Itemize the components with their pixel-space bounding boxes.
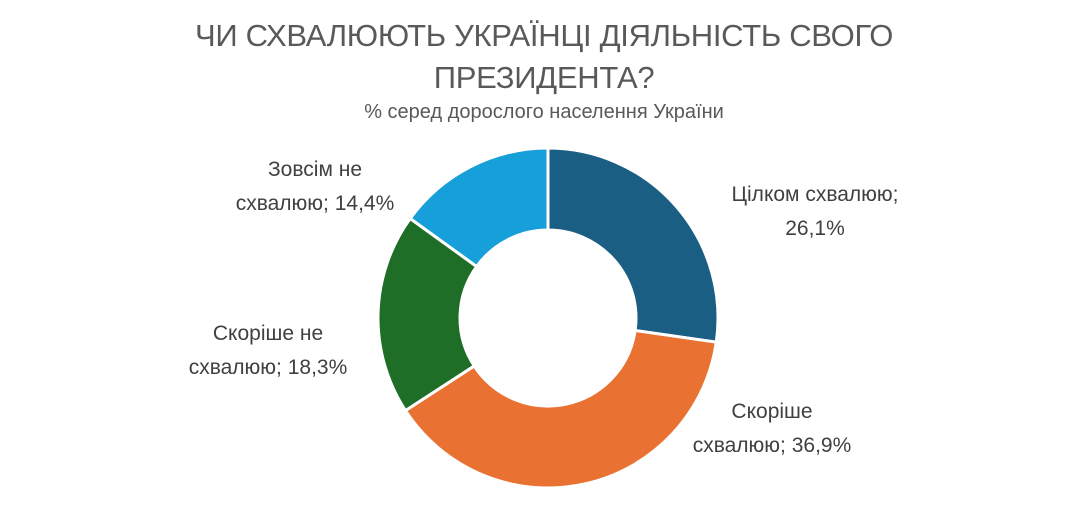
slice-rather-disapprove: [376, 216, 479, 413]
chart-title-line-1: ЧИ СХВАЛЮЮТЬ УКРАЇНЦІ ДІЯЛЬНІСТЬ СВОГО: [194, 18, 894, 53]
slice-fully-approve: [546, 146, 720, 344]
label-value: схвалюю; 18,3%: [188, 356, 348, 379]
label-line: Цілком схвалюю;: [731, 183, 899, 206]
label-value: схвалюю; 14,4%: [235, 192, 395, 215]
chart-subtitle: % серед дорослого населення України: [364, 101, 724, 123]
data-label-rather-disapprove: Скоріше не схвалюю; 18,3%: [168, 317, 368, 385]
label-value: 26,1%: [785, 217, 845, 240]
label-value: схвалюю; 36,9%: [692, 434, 852, 457]
label-line: Скоріше: [731, 400, 813, 423]
data-label-fully-disapprove: Зовсім не схвалюю; 14,4%: [215, 153, 415, 221]
label-line: Скоріше не: [212, 322, 324, 345]
data-label-rather-approve: Скоріше схвалюю; 36,9%: [672, 395, 872, 463]
label-line: Зовсім не: [268, 158, 362, 181]
chart-title-line-2: ПРЕЗИДЕНТА?: [433, 60, 655, 95]
data-label-fully-approve: Цілком схвалюю; 26,1%: [700, 178, 930, 246]
slice-rather-approve: [403, 328, 718, 490]
slice-fully-disapprove: [408, 146, 550, 269]
